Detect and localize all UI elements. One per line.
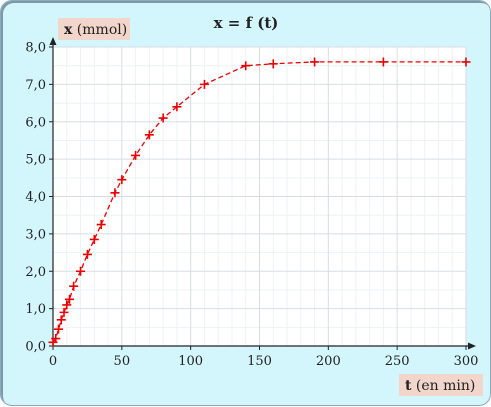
x-tick-label: 50 — [114, 354, 131, 369]
data-point — [62, 300, 72, 310]
y-tick-label: 1,0 — [25, 302, 46, 317]
y-tick-label: 5,0 — [25, 153, 46, 168]
data-point — [310, 57, 320, 67]
x-axis-arrow — [468, 342, 476, 350]
data-point — [461, 57, 471, 67]
x-axis-label-unit: (en min) — [411, 378, 475, 394]
x-tick-label: 200 — [316, 354, 341, 369]
x-axis-label-var: t — [405, 378, 412, 394]
data-point — [69, 281, 79, 291]
x-tick-label: 250 — [385, 354, 410, 369]
y-tick-label: 8,0 — [25, 41, 46, 56]
data-point — [144, 130, 154, 140]
y-axis-label-var: x — [64, 22, 73, 38]
data-point — [65, 294, 75, 304]
data-point — [96, 220, 106, 230]
data-point — [268, 59, 278, 69]
x-tick-label: 150 — [247, 354, 272, 369]
x-axis-label: t (en min) — [405, 378, 475, 394]
data-point — [56, 315, 66, 325]
data-point — [51, 334, 61, 344]
data-point — [59, 307, 69, 317]
x-axis-label-box — [399, 374, 483, 396]
data-point — [131, 150, 141, 160]
gridlines — [52, 46, 467, 347]
y-axis-label-box — [58, 18, 130, 40]
data-point — [378, 57, 388, 67]
data-point — [89, 234, 99, 244]
series-line — [52, 61, 466, 343]
chart-title: x = f (t) — [214, 14, 279, 32]
data-point — [172, 102, 182, 112]
y-tick-label: 0,0 — [25, 340, 46, 355]
y-tick-label: 4,0 — [25, 190, 46, 205]
data-point — [241, 61, 251, 71]
data-point — [110, 188, 120, 198]
data-point — [82, 249, 92, 259]
y-tick-label: 7,0 — [25, 78, 46, 93]
y-axis-label-unit: (mmol) — [72, 22, 127, 38]
data-series — [48, 57, 471, 347]
y-axis-arrow — [49, 37, 57, 45]
x-tick-label: 0 — [49, 354, 57, 369]
data-point — [76, 266, 86, 276]
x-tick-label: 100 — [178, 354, 203, 369]
tick-labels: 0 50 100 150 200 250 300 0,0 1,0 2,0 3,0 4,0 5,0 6,0 7… — [25, 41, 478, 370]
y-tick-label: 3,0 — [25, 227, 46, 242]
y-tick-label: 2,0 — [25, 265, 46, 280]
data-point — [158, 113, 168, 123]
y-axis-label: x (mmol) — [64, 22, 127, 38]
data-point — [117, 175, 127, 185]
y-tick-label: 6,0 — [25, 115, 46, 130]
axes — [49, 37, 476, 350]
x-tick-label: 300 — [454, 354, 479, 369]
data-point — [54, 324, 64, 334]
data-point — [199, 79, 209, 89]
